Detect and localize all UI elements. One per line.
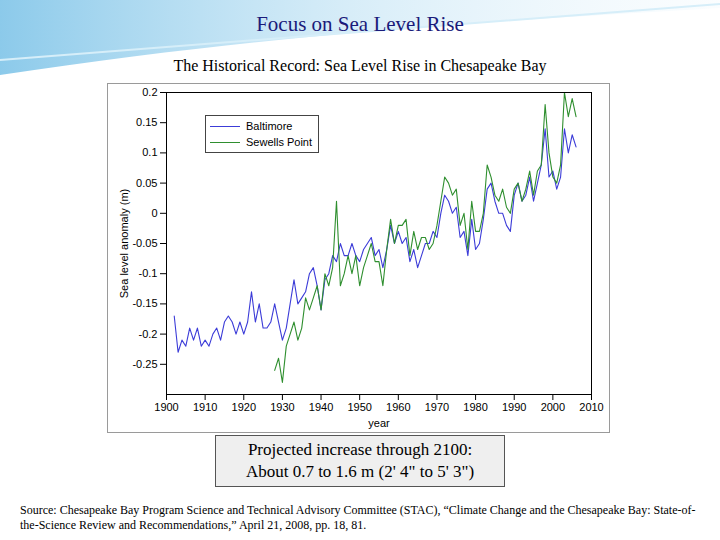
svg-text:-0.05: -0.05	[132, 237, 157, 249]
svg-text:0: 0	[151, 207, 157, 219]
svg-text:2000: 2000	[541, 401, 565, 413]
html-text:Source: Chesapeake Bay Program: Source: Chesapeake Bay Program Science a…	[20, 503, 696, 532]
svg-text:2010: 2010	[579, 401, 603, 413]
svg-text:1980: 1980	[463, 401, 487, 413]
svg-text:-0.1: -0.1	[139, 267, 158, 279]
svg-text:1940: 1940	[309, 401, 333, 413]
svg-text:1910: 1910	[193, 401, 217, 413]
svg-text:0.2: 0.2	[142, 86, 157, 98]
svg-text:1900: 1900	[154, 401, 178, 413]
svg-text:Sea level anomaly (m): Sea level anomaly (m)	[118, 189, 130, 298]
svg-text:year: year	[368, 417, 390, 429]
html-text:About 0.7 to 1.6 m (2' 4" to 5: About 0.7 to 1.6 m (2' 4" to 5' 3")	[245, 462, 475, 481]
svg-text:1920: 1920	[232, 401, 256, 413]
svg-text:1930: 1930	[270, 401, 294, 413]
svg-text:-0.25: -0.25	[132, 358, 157, 370]
svg-text:-0.15: -0.15	[132, 297, 157, 309]
html-text:Projected increase through 210: Projected increase through 2100:	[247, 440, 473, 459]
svg-text:-0.2: -0.2	[139, 328, 158, 340]
svg-text:0.1: 0.1	[142, 146, 157, 158]
svg-text:1950: 1950	[347, 401, 371, 413]
html-text:The Historical Record: Sea Lev: The Historical Record: Sea Level Rise in…	[173, 57, 547, 74]
html-text:Sewells Point: Sewells Point	[246, 136, 312, 148]
html-text:Focus on Sea Level Rise: Focus on Sea Level Rise	[256, 12, 464, 36]
svg-text:0.15: 0.15	[136, 116, 157, 128]
svg-text:1990: 1990	[502, 401, 526, 413]
svg-text:0.05: 0.05	[136, 177, 157, 189]
svg-text:1960: 1960	[386, 401, 410, 413]
html-text:Baltimore: Baltimore	[246, 120, 293, 132]
svg-text:1970: 1970	[425, 401, 449, 413]
